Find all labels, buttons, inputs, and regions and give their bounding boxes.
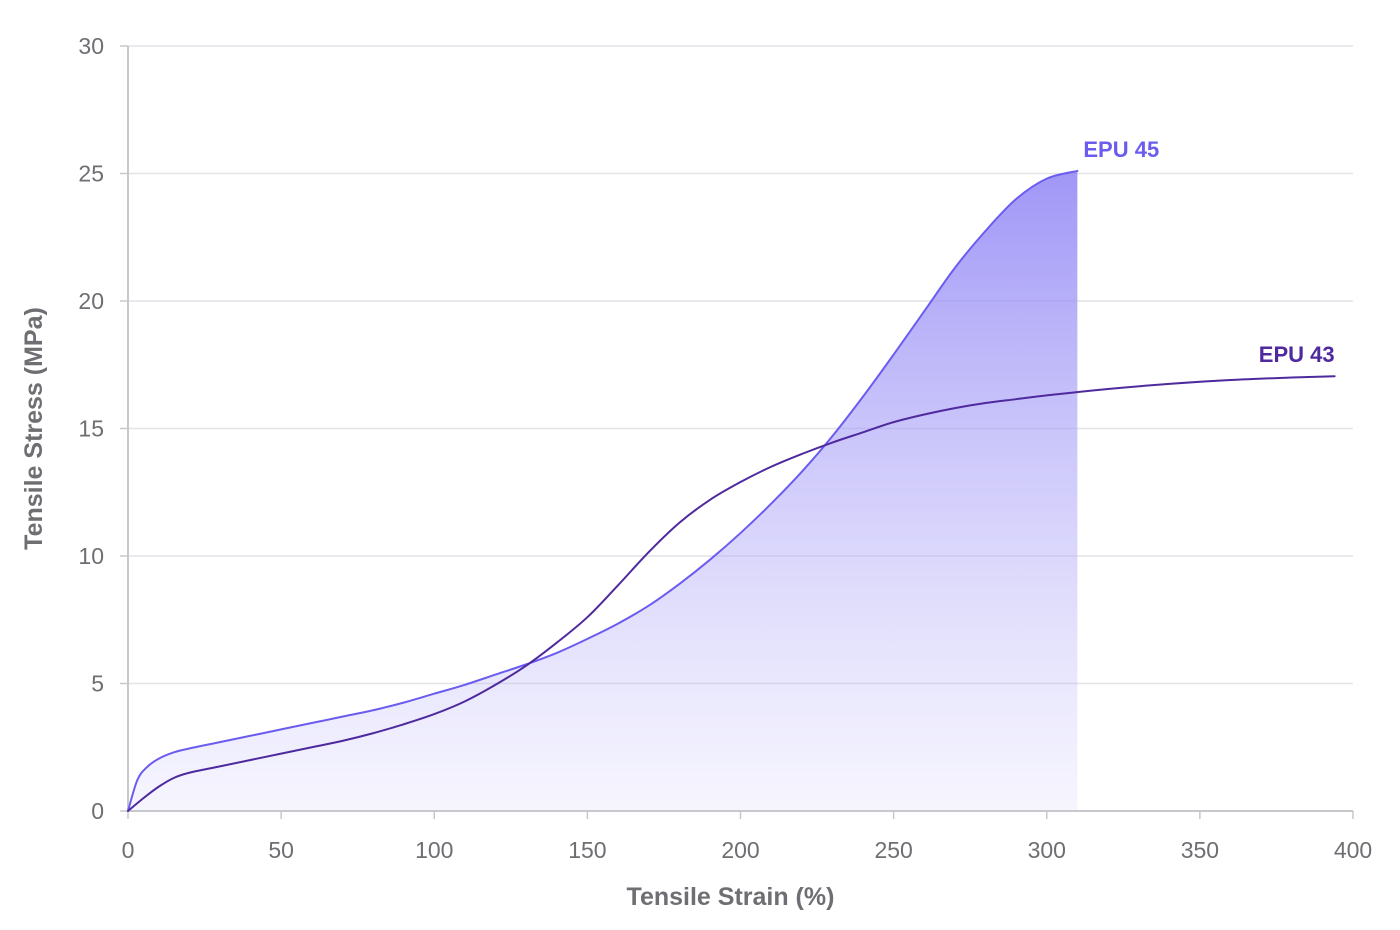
epu-45-line xyxy=(127,169,1079,812)
x-tick-label: 200 xyxy=(721,837,759,863)
x-tick-label: 0 xyxy=(122,837,135,863)
x-tick-label: 300 xyxy=(1028,837,1066,863)
y-tick-label: 0 xyxy=(91,798,104,824)
label-layer: EPU 45 EPU 43 xyxy=(1083,137,1334,367)
line-layer xyxy=(127,169,1336,812)
y-tick-label: 5 xyxy=(91,671,104,697)
x-tick-label: 250 xyxy=(874,837,912,863)
x-tick-label: 100 xyxy=(415,837,453,863)
y-axis-title: Tensile Stress (MPa) xyxy=(20,307,48,550)
epu-43-line xyxy=(127,375,1336,812)
epu-43-label: EPU 43 xyxy=(1259,342,1335,367)
y-tick-label: 15 xyxy=(78,416,104,442)
grid-layer xyxy=(128,45,1353,685)
y-tick-label: 10 xyxy=(78,543,104,569)
x-axis-title: Tensile Strain (%) xyxy=(627,883,835,911)
x-tick-label: 50 xyxy=(268,837,294,863)
epu-45-area xyxy=(128,170,1078,811)
x-tick-label: 350 xyxy=(1181,837,1219,863)
x-tick-label: 150 xyxy=(568,837,606,863)
y-tick-label: 25 xyxy=(78,161,104,187)
y-tick-label: 30 xyxy=(78,33,104,59)
area-layer xyxy=(128,170,1078,811)
epu-45-label: EPU 45 xyxy=(1083,137,1159,162)
x-tick-label: 400 xyxy=(1334,837,1372,863)
y-tick-label: 20 xyxy=(78,288,104,314)
